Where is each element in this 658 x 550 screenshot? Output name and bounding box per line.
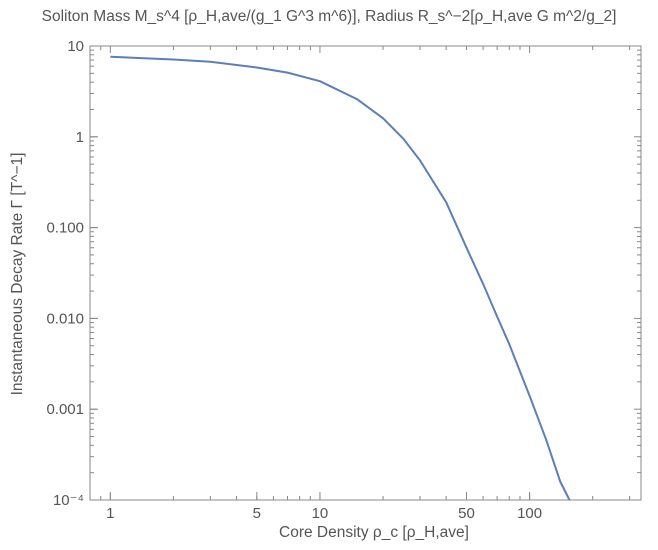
x-tick-label: 50 xyxy=(458,505,475,522)
x-tick-label: 5 xyxy=(253,505,261,522)
x-axis-label: Core Density ρ_c [ρ_H,ave] xyxy=(90,524,658,542)
y-tick-label: 0.001 xyxy=(46,401,84,418)
x-axis-label-text: Core Density ρ_c [ρ_H,ave] xyxy=(279,524,469,541)
plot-frame xyxy=(89,45,642,501)
y-tick-label: 0.100 xyxy=(46,220,84,237)
x-tick-label: 100 xyxy=(517,505,542,522)
x-tick-label: 10 xyxy=(312,505,329,522)
chart-title-text: Soliton Mass M_s^4 [ρ_H,ave/(g_1 G^3 m^6… xyxy=(41,8,617,25)
y-tick-label: 10 xyxy=(67,38,84,55)
x-tick-label: 1 xyxy=(106,505,114,522)
y-tick-label: 0.010 xyxy=(46,310,84,327)
chart-title: Soliton Mass M_s^4 [ρ_H,ave/(g_1 G^3 m^6… xyxy=(0,8,658,26)
y-axis-label-text: Instantaneous Decay Rate Γ [T^−1] xyxy=(9,152,26,396)
y-tick-label: 1 xyxy=(76,129,84,146)
series-line xyxy=(110,55,571,501)
y-tick-label: 10⁻⁴ xyxy=(53,492,84,509)
